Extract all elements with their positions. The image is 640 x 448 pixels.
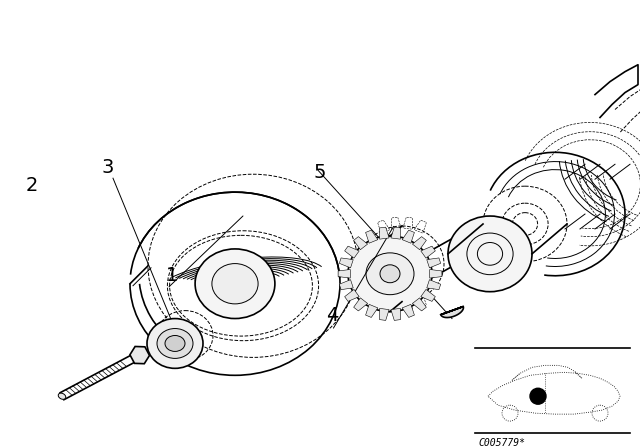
Polygon shape	[380, 308, 389, 320]
Ellipse shape	[165, 336, 185, 351]
Text: 3: 3	[102, 158, 114, 177]
Polygon shape	[354, 298, 367, 311]
Polygon shape	[354, 237, 367, 250]
Polygon shape	[427, 280, 441, 289]
Polygon shape	[412, 237, 426, 250]
Polygon shape	[391, 308, 401, 320]
Text: 2: 2	[26, 176, 38, 195]
Ellipse shape	[148, 174, 358, 358]
Polygon shape	[130, 346, 150, 364]
Ellipse shape	[147, 319, 203, 368]
Ellipse shape	[380, 265, 400, 283]
Polygon shape	[345, 289, 359, 302]
Polygon shape	[441, 306, 463, 318]
Polygon shape	[421, 246, 435, 258]
Polygon shape	[402, 230, 414, 243]
Polygon shape	[391, 227, 401, 239]
Polygon shape	[338, 270, 350, 278]
Ellipse shape	[212, 263, 258, 304]
Circle shape	[530, 388, 546, 404]
Ellipse shape	[366, 253, 414, 295]
Polygon shape	[345, 246, 359, 258]
Ellipse shape	[195, 249, 275, 319]
Polygon shape	[339, 258, 353, 268]
Polygon shape	[339, 280, 353, 289]
Polygon shape	[421, 289, 435, 302]
Text: C005779*: C005779*	[478, 438, 525, 448]
Ellipse shape	[348, 236, 432, 312]
Ellipse shape	[157, 328, 193, 358]
Polygon shape	[429, 270, 442, 278]
Text: 4: 4	[326, 306, 338, 324]
Text: 5: 5	[314, 163, 326, 182]
Polygon shape	[380, 227, 389, 239]
Polygon shape	[402, 304, 414, 318]
Polygon shape	[412, 298, 426, 311]
Polygon shape	[365, 304, 378, 318]
Polygon shape	[427, 258, 441, 268]
Ellipse shape	[360, 226, 444, 302]
Ellipse shape	[58, 393, 66, 399]
Text: 1: 1	[166, 266, 178, 285]
Ellipse shape	[472, 223, 488, 251]
Ellipse shape	[448, 216, 532, 292]
Polygon shape	[365, 230, 378, 243]
